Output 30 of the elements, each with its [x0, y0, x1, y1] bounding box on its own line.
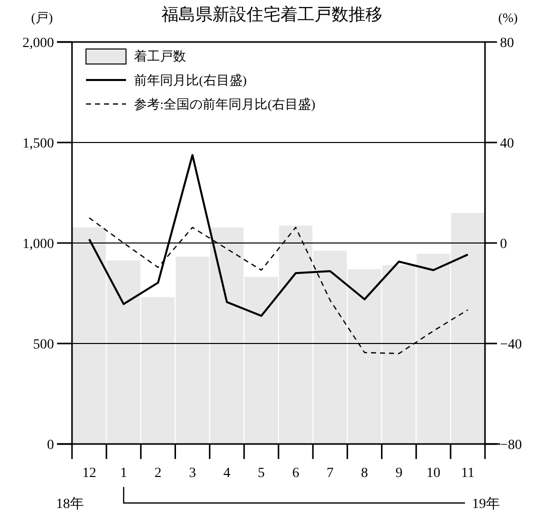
x-tick-label: 11 [461, 466, 475, 481]
y-axis-title: (戸) [31, 10, 53, 25]
legend-label: 参考:全国の前年同月比(右目盛) [134, 96, 316, 112]
chart-title: 福島県新設住宅着工戸数推移 [162, 5, 382, 25]
y-tick-label: 1,500 [22, 136, 54, 152]
y2-tick-label: −80 [500, 438, 522, 453]
x-tick-label: 3 [188, 466, 196, 481]
x-tick-label: 8 [361, 466, 368, 481]
x-tick-label: 5 [258, 466, 265, 481]
y2-axis-title: (%) [498, 10, 518, 25]
legend-label: 前年同月比(右目盛) [134, 72, 247, 88]
x-tick-label: 1 [120, 466, 128, 481]
y-tick-label: 500 [33, 337, 54, 352]
x-tick-label: 12 [82, 466, 96, 481]
x-tick-label: 10 [426, 466, 440, 481]
x-tick-label: 2 [154, 466, 162, 481]
y2-tick-label: 80 [500, 36, 514, 51]
x-tick-label: 4 [223, 466, 230, 481]
y-tick-label: 2,000 [22, 36, 54, 51]
x-tick-label: 6 [292, 466, 300, 481]
y2-tick-label: −40 [500, 337, 522, 352]
y2-tick-label: 0 [500, 236, 507, 252]
text: 18年 [56, 496, 84, 512]
y-tick-label: 1,000 [22, 236, 54, 252]
text: 19年 [472, 496, 500, 512]
x-tick-label: 7 [326, 466, 334, 481]
y2-tick-label: 40 [500, 136, 514, 152]
y-tick-label: 0 [47, 438, 54, 453]
x-tick-label: 9 [395, 466, 402, 481]
legend-label: 着工戸数 [134, 48, 186, 64]
